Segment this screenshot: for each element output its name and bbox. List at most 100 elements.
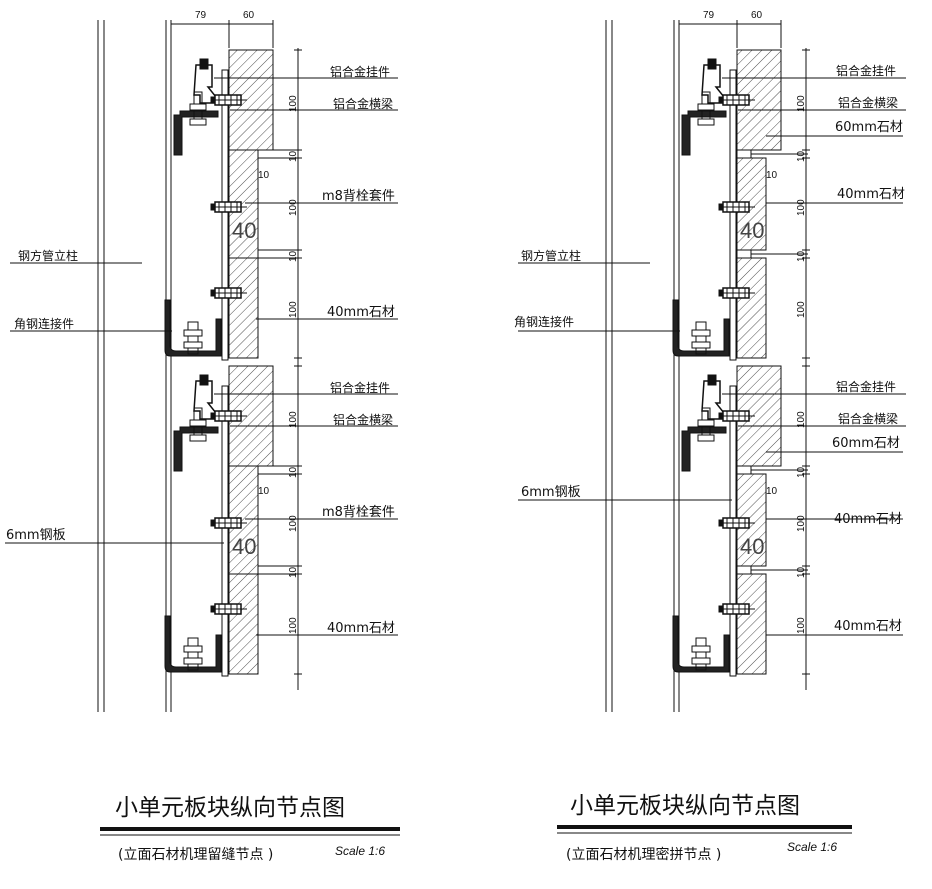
- hanger-bolt-icon: [199, 58, 209, 70]
- label-hanger: 铝合金挂件: [836, 379, 896, 394]
- steel-plate-6mm: [221, 69, 229, 361]
- label-stone-40: 40mm石材: [837, 187, 905, 202]
- bolt-nut: [210, 605, 216, 613]
- dim-10: 10: [796, 466, 807, 478]
- label-hanger: 铝合金挂件: [836, 63, 896, 78]
- dim-100: 100: [796, 95, 807, 112]
- left-detail-geometry: 100 10 100 10 100 40 10 100 10 100 10 100 40 10: [5, 20, 398, 712]
- drawing-title: 小单元板块纵向节点图: [570, 793, 800, 819]
- joint-step: [257, 249, 299, 259]
- dim-10: 10: [258, 170, 270, 181]
- bolt-nut: [718, 605, 724, 613]
- dim-40: 40: [740, 218, 764, 243]
- bolt-nut: [718, 412, 724, 420]
- angle-nut: [189, 419, 207, 427]
- dim-100: 100: [288, 617, 299, 634]
- label-stone-40: 40mm石材: [834, 619, 902, 634]
- steel-angle: [681, 110, 727, 156]
- dim-10: 10: [766, 486, 778, 497]
- joint-step: [257, 565, 299, 575]
- steel-channel: [672, 299, 730, 357]
- bolt-nut: [718, 96, 724, 104]
- drawing-scale: Scale 1:6: [787, 840, 837, 854]
- label-stone-40: 40mm石材: [327, 621, 395, 636]
- right-detail-geometry: 100 10 100 10 100 40 10 100 10 100 10 100 40 10: [518, 20, 906, 712]
- steel-angle: [173, 110, 219, 156]
- dim-60: 60: [243, 10, 255, 21]
- angle-nut: [697, 434, 715, 442]
- steel-plate-6mm: [221, 385, 229, 677]
- bolt-nut: [718, 519, 724, 527]
- dim-79: 79: [195, 10, 207, 21]
- angle-nut: [697, 118, 715, 126]
- dim-60: 60: [751, 10, 763, 21]
- left-title-block: 小单元板块纵向节点图 (立面石材机理留缝节点 ) Scale 1:6: [100, 795, 400, 863]
- hanger-bolt-icon: [707, 374, 717, 386]
- dim-10: 10: [288, 150, 299, 162]
- dim-79: 79: [703, 10, 715, 21]
- drawing-subtitle: (立面石材机理留缝节点 ): [118, 847, 273, 863]
- angle-nut: [189, 434, 207, 442]
- left-detail-labels: 79 60 铝合金挂件 铝合金横梁 m8背栓套件 40mm石材 铝合金挂件 铝合…: [6, 10, 395, 636]
- dim-100: 100: [288, 301, 299, 318]
- label-bolt: m8背栓套件: [322, 504, 395, 520]
- stone-40mm: [228, 257, 259, 359]
- hanger-bolt-icon: [199, 374, 209, 386]
- channel-bolt-icon: [695, 637, 707, 671]
- angle-nut: [189, 103, 207, 111]
- dim-100: 100: [288, 411, 299, 428]
- steel-angle: [173, 426, 219, 472]
- dim-10: 10: [796, 566, 807, 578]
- dim-100: 100: [796, 301, 807, 318]
- bolt-nut: [210, 203, 216, 211]
- label-column: 钢方管立柱: [521, 248, 581, 263]
- dim-100: 100: [796, 411, 807, 428]
- sealant-joint: [736, 149, 752, 159]
- steel-plate-6mm: [729, 385, 737, 677]
- dim-10: 10: [796, 150, 807, 162]
- channel-nut: [691, 645, 711, 653]
- channel-nut: [183, 657, 203, 665]
- label-beam: 铝合金横梁: [333, 412, 393, 427]
- channel-nut: [183, 341, 203, 349]
- angle-nut: [697, 103, 715, 111]
- drawing-subtitle: (立面石材机理密拼节点 ): [566, 846, 721, 863]
- dim-40: 40: [232, 218, 256, 243]
- stone-40mm: [736, 257, 767, 359]
- bolt-nut: [210, 289, 216, 297]
- dim-100: 100: [796, 617, 807, 634]
- label-hanger: 铝合金挂件: [330, 380, 390, 395]
- channel-nut: [183, 645, 203, 653]
- sealant-joint: [736, 249, 752, 259]
- dim-10: 10: [288, 466, 299, 478]
- channel-bolt-icon: [187, 637, 199, 671]
- label-hanger: 铝合金挂件: [330, 64, 390, 79]
- bolt-nut: [718, 289, 724, 297]
- label-bolt: m8背栓套件: [322, 188, 395, 204]
- stone-40mm: [228, 573, 259, 675]
- label-beam: 铝合金横梁: [333, 96, 393, 111]
- dim-100: 100: [288, 95, 299, 112]
- channel-nut: [691, 341, 711, 349]
- bolt-nut: [718, 203, 724, 211]
- right-title-block: 小单元板块纵向节点图 (立面石材机理密拼节点 ) Scale 1:6: [557, 793, 852, 863]
- label-stone-60: 60mm石材: [835, 120, 903, 135]
- sealant-joint: [736, 565, 752, 575]
- label-angle: 角钢连接件: [14, 316, 74, 331]
- steel-channel: [672, 615, 730, 673]
- dim-40: 40: [740, 534, 764, 559]
- dim-10: 10: [288, 566, 299, 578]
- label-plate: 6mm钢板: [6, 528, 66, 543]
- dim-100: 100: [796, 199, 807, 216]
- label-plate: 6mm钢板: [521, 485, 581, 500]
- dim-100: 100: [288, 515, 299, 532]
- dim-100: 100: [796, 515, 807, 532]
- dim-10: 10: [796, 250, 807, 262]
- drawing-scale: Scale 1:6: [335, 844, 385, 858]
- channel-bolt-icon: [695, 321, 707, 355]
- channel-nut: [691, 657, 711, 665]
- drawing-title: 小单元板块纵向节点图: [115, 795, 345, 821]
- joint-step: [257, 149, 299, 159]
- label-angle: 角钢连接件: [514, 314, 574, 329]
